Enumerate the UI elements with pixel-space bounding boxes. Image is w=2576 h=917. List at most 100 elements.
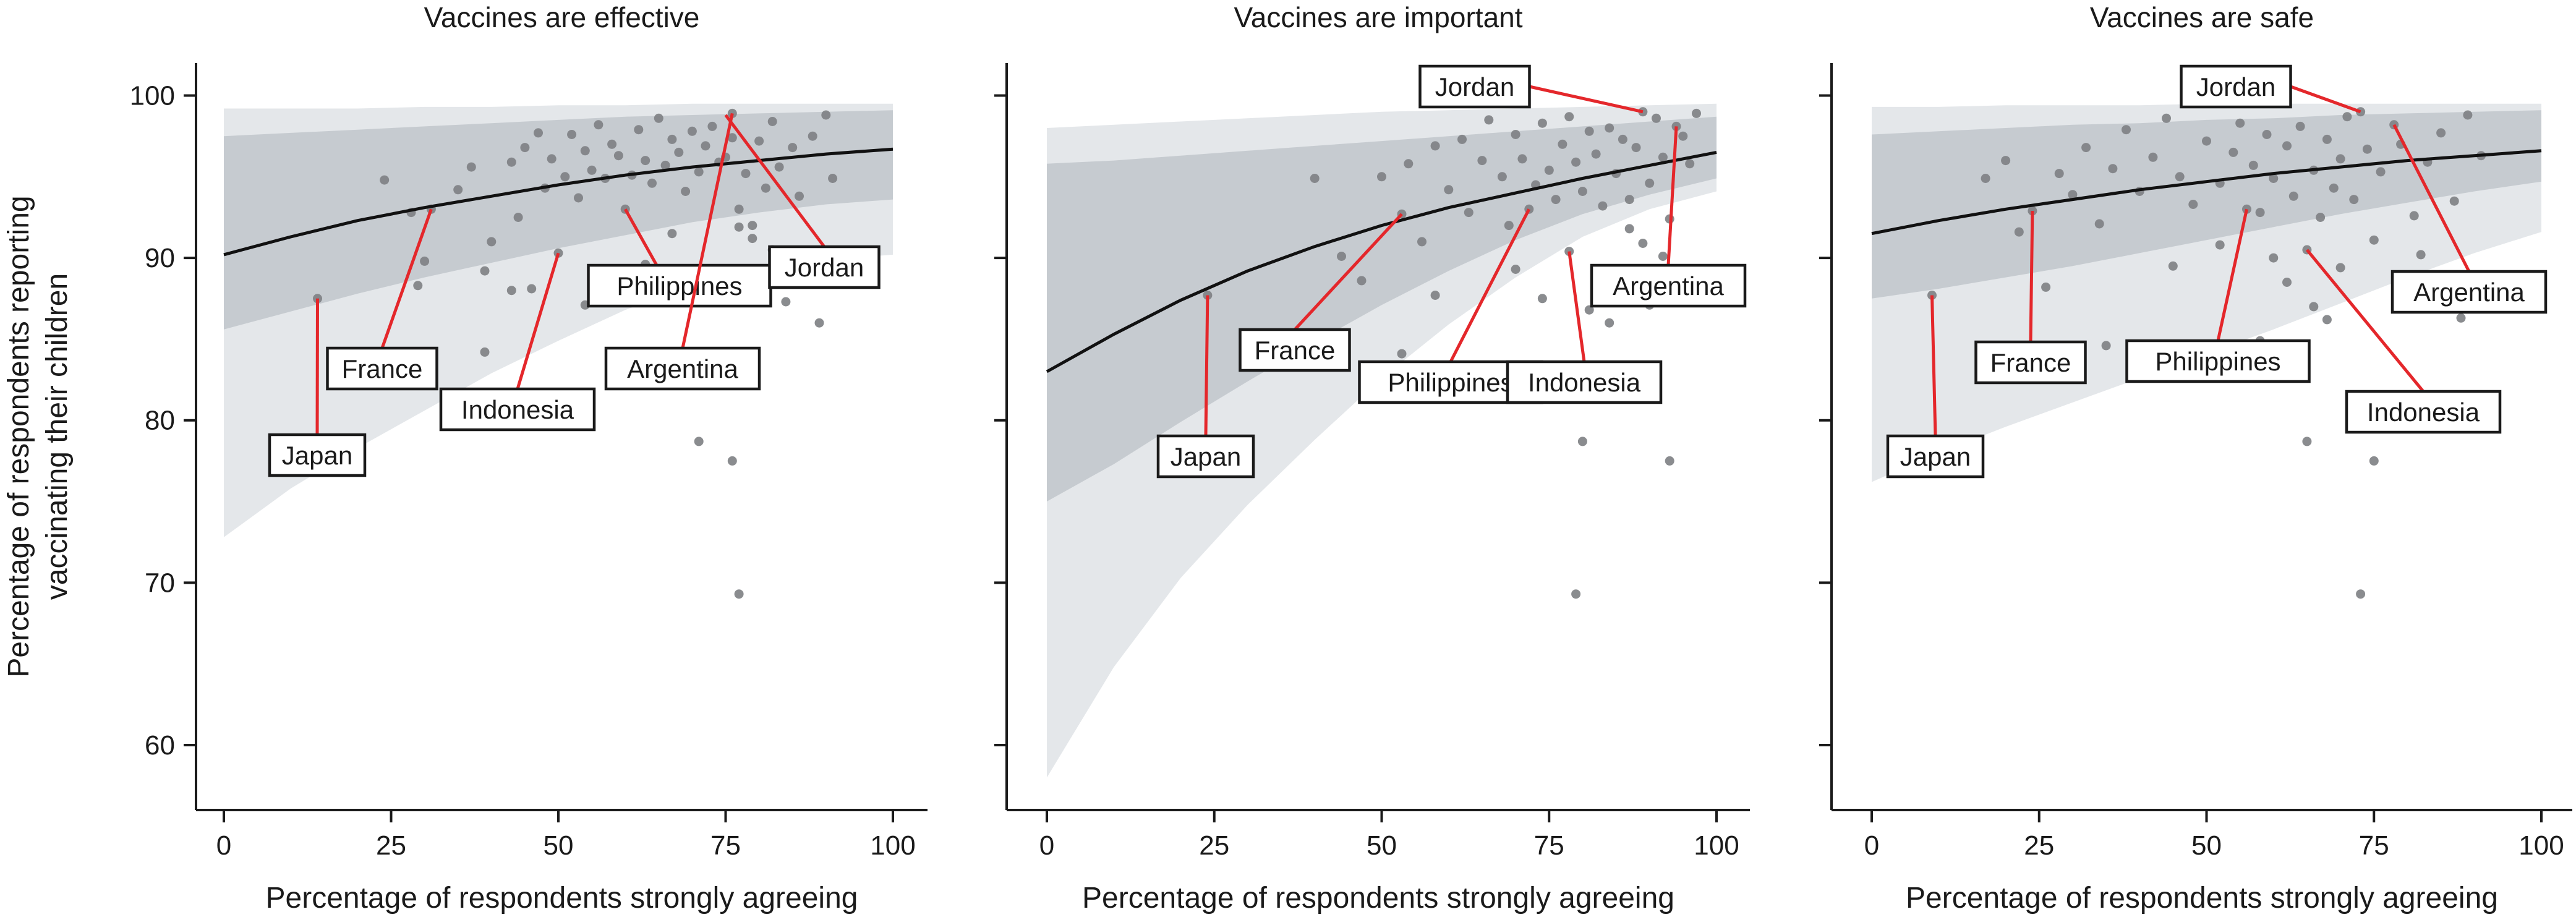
data-point	[1678, 132, 1687, 141]
data-point	[453, 185, 463, 194]
data-point	[380, 176, 389, 185]
x-tick-label: 100	[2518, 830, 2564, 861]
y-tick-label: 60	[145, 730, 175, 761]
panel-3: JapanFrance PhilippinesIndonesiaArgentina…	[1819, 1, 2572, 915]
data-point	[480, 267, 490, 276]
data-point	[2416, 250, 2426, 259]
x-tick-label: 0	[1039, 830, 1054, 861]
data-point	[2349, 195, 2358, 204]
data-point	[2175, 172, 2185, 181]
x-tick-label: 50	[2191, 830, 2222, 861]
x-axis-title: Percentage of respondents strongly agree…	[266, 882, 858, 915]
data-point	[1571, 158, 1580, 167]
callout-label: Philippines	[616, 271, 742, 301]
data-point	[2162, 114, 2171, 123]
data-point	[1625, 224, 1634, 233]
callout-label: Argentina	[627, 354, 738, 383]
data-point	[2095, 220, 2104, 229]
data-point	[607, 140, 616, 149]
callout-label: Japan	[282, 441, 352, 470]
data-point	[2410, 211, 2419, 220]
data-point	[1638, 239, 1647, 248]
data-point	[1517, 154, 1527, 163]
data-point	[581, 146, 590, 155]
data-point	[2376, 167, 2386, 176]
data-point	[788, 143, 797, 152]
data-point	[1632, 143, 1641, 152]
data-point	[1692, 109, 1701, 118]
data-point	[413, 281, 422, 290]
data-point	[587, 166, 597, 175]
data-point	[2041, 283, 2050, 292]
data-point	[821, 111, 830, 120]
data-point	[1551, 195, 1561, 204]
data-point	[735, 589, 744, 599]
data-point	[634, 125, 643, 134]
data-point	[467, 163, 476, 172]
y-tick-label: 70	[145, 568, 175, 598]
data-point	[1564, 112, 1574, 121]
data-point	[1618, 135, 1627, 144]
data-point	[694, 167, 704, 176]
data-point	[1652, 114, 1661, 123]
data-point	[1571, 589, 1580, 599]
data-point	[728, 456, 737, 466]
data-point	[681, 187, 690, 196]
data-point	[761, 184, 770, 193]
data-point	[2188, 200, 2198, 209]
callout-label: France	[1990, 348, 2071, 377]
data-point	[694, 437, 704, 446]
data-point	[2249, 161, 2258, 170]
x-axis-title: Percentage of respondents strongly agree…	[1906, 882, 2498, 915]
panel-title: Vaccines are safe	[2090, 1, 2314, 33]
data-point	[688, 127, 697, 136]
data-point	[1477, 156, 1486, 165]
callout-label: Japan	[1171, 442, 1241, 471]
data-point	[2316, 213, 2325, 222]
data-point	[2282, 278, 2292, 287]
x-tick-label: 100	[1694, 830, 1739, 861]
data-point	[1464, 208, 1474, 217]
callout-line	[1206, 296, 1208, 437]
data-point	[1625, 195, 1634, 204]
data-point	[1357, 276, 1367, 285]
callout-label: Jordan	[2196, 72, 2275, 101]
data-point	[514, 213, 523, 222]
data-point	[741, 169, 751, 178]
data-point	[594, 120, 603, 129]
callout-label: Japan	[1900, 442, 1971, 471]
x-tick-label: 25	[2024, 830, 2054, 861]
x-tick-label: 75	[710, 830, 741, 861]
data-point	[527, 284, 536, 294]
data-point	[2296, 122, 2305, 131]
data-point	[667, 229, 676, 238]
data-point	[1377, 172, 1386, 181]
data-point	[735, 205, 744, 214]
callout-label: Jordan	[1435, 72, 1514, 101]
data-point	[1658, 252, 1668, 261]
data-point	[2015, 228, 2024, 237]
data-point	[2450, 197, 2459, 206]
data-point	[1605, 318, 1614, 328]
data-point	[507, 286, 516, 295]
data-point	[2436, 128, 2446, 137]
data-point	[2363, 145, 2372, 154]
data-point	[1417, 237, 1427, 246]
data-point	[1592, 150, 1601, 159]
data-point	[808, 132, 817, 141]
data-point	[795, 192, 804, 201]
x-axis-title: Percentage of respondents strongly agree…	[1082, 882, 1674, 915]
data-point	[480, 348, 490, 357]
data-point	[520, 143, 529, 152]
x-tick-label: 75	[1534, 830, 1564, 861]
data-point	[2148, 153, 2157, 162]
data-point	[748, 221, 757, 230]
data-point	[674, 148, 683, 157]
x-tick-label: 0	[1864, 830, 1879, 861]
data-point	[1685, 159, 1694, 168]
data-point	[2369, 236, 2379, 245]
x-tick-label: 50	[1367, 830, 1397, 861]
data-point	[2269, 254, 2278, 263]
data-point	[1457, 135, 1467, 144]
